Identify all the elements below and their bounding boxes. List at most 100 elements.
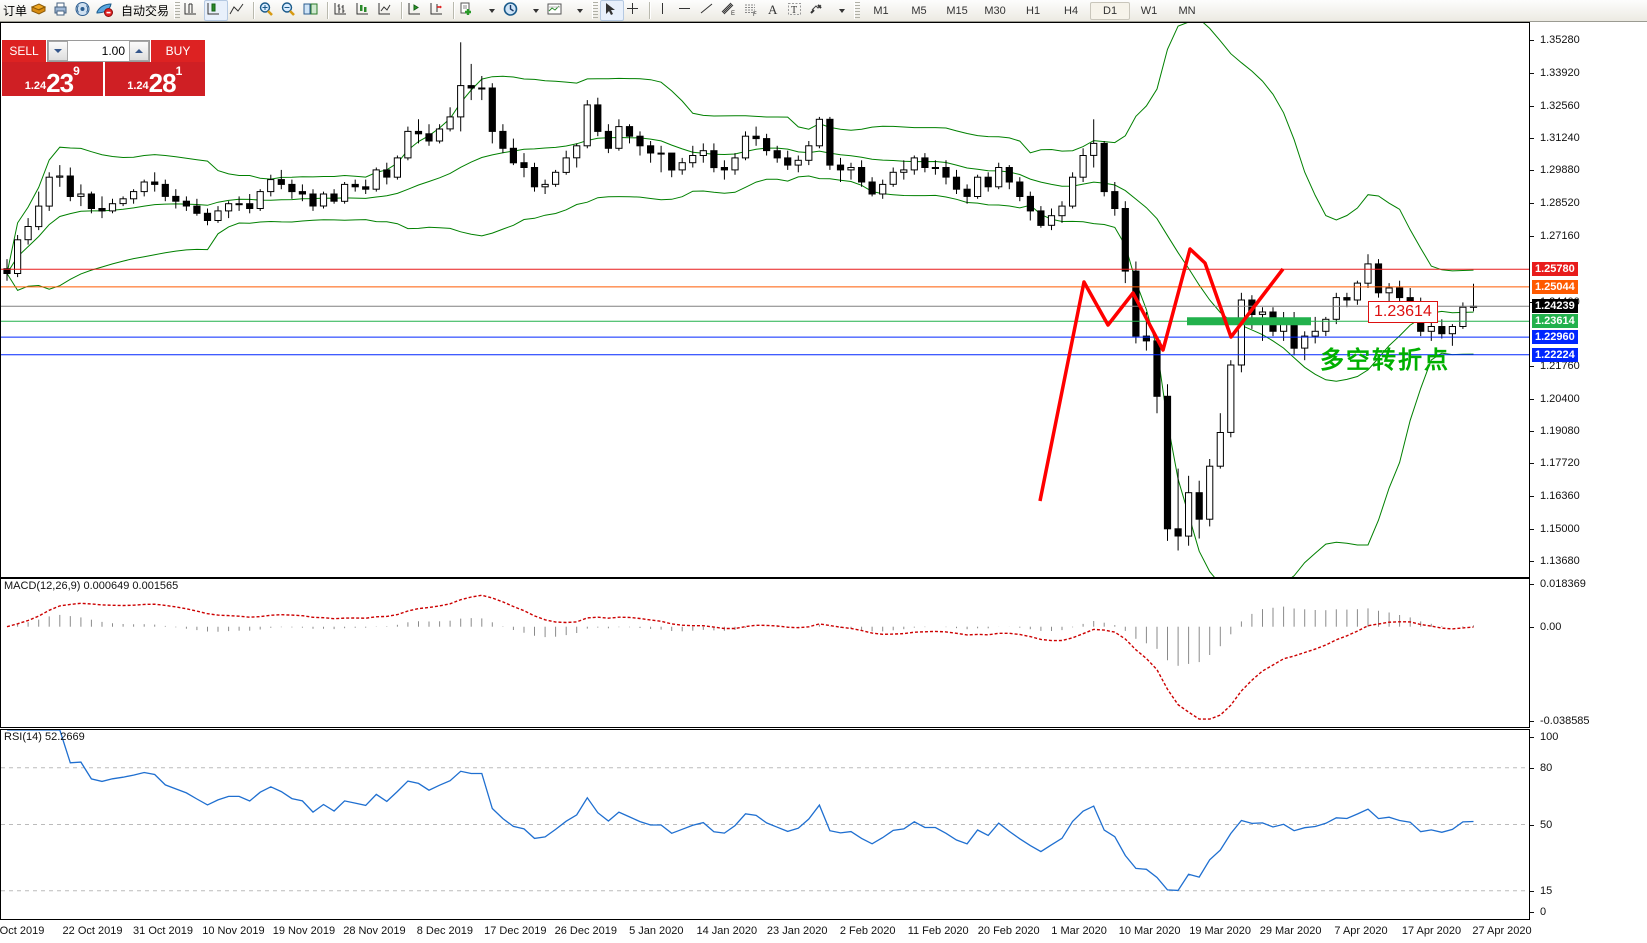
axis-tick [1530,824,1534,826]
volume-value[interactable]: 1.00 [101,44,125,58]
toolbar-grip[interactable] [854,2,861,19]
trendline-icon[interactable] [698,1,720,20]
shapes-dropdown[interactable] [830,1,852,20]
new-object-icon[interactable] [458,1,480,20]
price-level-tag[interactable]: 1.25780 [1532,262,1578,277]
axis-tick [1530,137,1534,139]
rsi-axis-label: 80 [1540,761,1553,774]
line-chart-icon[interactable] [376,1,398,20]
text-label-icon[interactable]: T [786,1,808,20]
buy-price-display[interactable]: 1.24 28 1 [104,62,205,96]
shapes-icon[interactable] [808,1,830,20]
price-level-tag[interactable]: 1.22960 [1532,330,1578,345]
main-chart-pane[interactable] [0,22,1530,578]
macd-title: MACD(12,26,9) 0.000649 0.001565 [4,580,179,592]
price-level-tag[interactable]: 1.24239 [1532,299,1578,314]
toolbar-grip[interactable] [174,2,181,19]
timeframe-h4[interactable]: H4 [1064,4,1079,17]
zoom-in-icon[interactable] [258,1,280,20]
main-price-axis[interactable]: 1.35280 1.33920 1.32560 1.31240 1.29880 1.285… [1530,22,1647,578]
price-axis-label: 1.29880 [1540,164,1580,177]
rsi-value-axis[interactable]: 100 80 50 15 0 [1530,729,1647,920]
period-dropdown[interactable] [524,1,546,20]
svg-text:E: E [731,11,735,17]
toolbar-separator [253,2,256,19]
price-level-tag[interactable]: 1.23614 [1532,314,1578,329]
time-axis-label: 22 Oct 2019 [62,925,123,937]
timeframe-m5[interactable]: M5 [911,4,927,17]
time-axis[interactable]: Oct 2019 22 Oct 2019 31 Oct 2019 10 Nov 201… [0,921,1647,943]
volume-increase-button[interactable] [129,41,149,61]
volume-stepper[interactable]: 1.00 [47,40,150,62]
price-axis-label: 1.16360 [1540,490,1580,503]
chart-shift-icon[interactable] [406,1,428,20]
wallet-icon[interactable] [30,1,52,20]
price-axis-label: 1.33920 [1540,67,1580,80]
fibonacci-icon[interactable]: F [742,1,764,20]
new-object-dropdown[interactable] [480,1,502,20]
time-axis-label: 27 Apr 2020 [1472,925,1532,937]
axis-tick [1530,73,1534,75]
macd-value-axis[interactable]: 0.018369 0.00 -0.038585 [1530,578,1647,728]
price-axis-label: 1.19080 [1540,424,1580,437]
template-dropdown[interactable] [568,1,590,20]
sell-price-fraction: 9 [73,64,80,78]
axis-tick [1530,496,1534,498]
horizontal-line-icon[interactable] [676,1,698,20]
axis-tick [1530,430,1534,432]
macd-pane[interactable]: MACD(12,26,9) 0.000649 0.001565 [0,578,1530,728]
toolbar-separator [327,2,330,19]
template-icon[interactable] [546,1,568,20]
period-separator-icon[interactable] [502,1,524,20]
axis-tick [1530,912,1534,913]
axis-tick [1530,366,1534,367]
bar-chart-icon[interactable] [332,1,354,20]
orders-button[interactable]: 订单 [3,4,28,18]
oscillator-icon[interactable] [204,0,229,21]
sell-button[interactable]: SELL [2,40,46,62]
svg-text:T: T [791,5,797,16]
svg-text:F: F [753,12,757,17]
time-axis-label: Oct 2019 [0,925,45,937]
indicator-icon[interactable] [182,1,204,20]
toolbar-grip[interactable] [592,2,599,19]
timeframe-mn[interactable]: MN [1178,4,1196,17]
one-click-prices-row: 1.24 23 9 1.24 28 1 [2,62,205,96]
axis-tick [1530,584,1534,585]
timeframe-m30[interactable]: M30 [984,4,1006,17]
timeframe-d1[interactable]: D1 [1090,1,1131,20]
sell-price-display[interactable]: 1.24 23 9 [2,62,103,96]
printer-icon[interactable] [52,1,74,20]
one-click-trading-panel[interactable]: SELL 1.00 BUY 1.24 23 9 1.24 28 1 [2,40,205,96]
price-level-tag[interactable]: 1.22224 [1532,347,1578,362]
expert-advisor-icon[interactable] [96,1,118,20]
autoscroll-icon[interactable] [428,1,450,20]
timeframe-m15[interactable]: M15 [946,4,968,17]
crosshair-icon[interactable] [624,1,646,20]
volume-decrease-button[interactable] [48,41,68,61]
cursor-icon[interactable] [600,0,625,21]
chinese-annotation-note: 多空转折点 [1320,347,1450,374]
timeframe-h1[interactable]: H1 [1026,4,1041,17]
rsi-pane[interactable]: RSI(14) 52.2669 [0,729,1530,920]
vertical-line-icon[interactable] [654,1,676,20]
price-level-tag[interactable]: 1.25044 [1532,279,1578,294]
autotrading-button[interactable]: 自动交易 [121,4,170,18]
timeframe-w1[interactable]: W1 [1140,4,1158,17]
text-icon[interactable]: A [764,1,786,20]
candle-chart-icon[interactable] [354,1,376,20]
rsi-axis-label: 100 [1540,731,1559,743]
time-axis-label: 19 Nov 2019 [272,925,336,937]
time-axis-label: 1 Mar 2020 [1051,925,1107,937]
axis-tick [1530,105,1534,107]
time-axis-label: 5 Jan 2020 [629,925,684,937]
axis-tick [1530,528,1534,530]
chart-shape-icon[interactable] [228,1,250,20]
equidistant-channel-icon[interactable]: E [720,1,742,20]
zoom-out-icon[interactable] [280,1,302,20]
broadcast-icon[interactable] [74,1,96,20]
buy-button[interactable]: BUY [151,40,205,62]
time-axis-label: 14 Jan 2020 [696,925,758,937]
timeframe-m1[interactable]: M1 [873,4,889,17]
tile-windows-icon[interactable] [302,1,324,20]
